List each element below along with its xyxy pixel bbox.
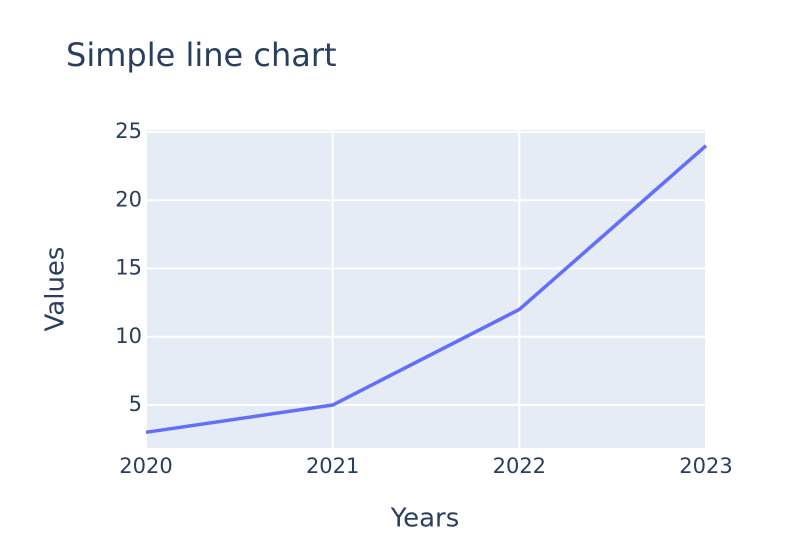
y-tick-label: 25 <box>115 119 142 143</box>
x-tick-label: 2023 <box>679 454 732 478</box>
y-tick-label: 15 <box>115 256 142 280</box>
x-tick-label: 2022 <box>493 454 546 478</box>
y-tick-label: 5 <box>129 392 142 416</box>
x-tick-label: 2020 <box>119 454 172 478</box>
y-axis-title: Values <box>41 247 71 332</box>
chart-title: Simple line chart <box>66 36 337 74</box>
y-tick-label: 10 <box>115 324 142 348</box>
y-tick-label: 20 <box>115 187 142 211</box>
x-axis-title: Years <box>390 504 460 534</box>
line <box>145 144 708 435</box>
x-tick-label: 2021 <box>306 454 359 478</box>
plot-area <box>146 130 706 448</box>
